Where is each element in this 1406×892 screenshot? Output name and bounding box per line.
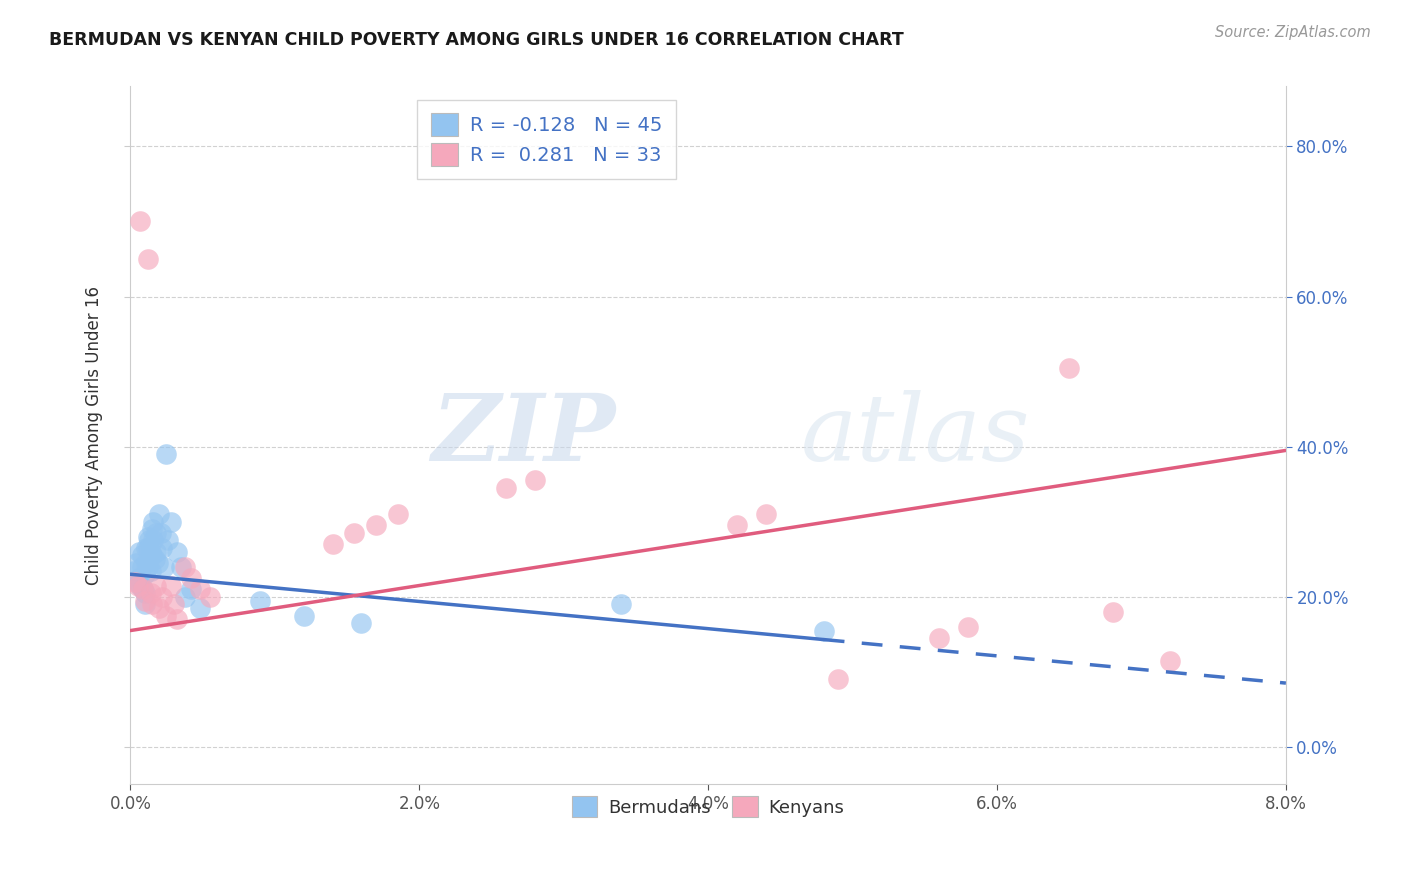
Point <box>155 447 177 461</box>
Point <box>957 620 980 634</box>
Point <box>125 556 148 570</box>
Point <box>135 541 157 555</box>
Point <box>249 593 271 607</box>
Point <box>755 507 778 521</box>
Point <box>129 578 152 592</box>
Point <box>145 578 167 592</box>
Point <box>166 545 188 559</box>
Point <box>292 608 315 623</box>
Point <box>136 559 159 574</box>
Point <box>134 586 156 600</box>
Text: Source: ZipAtlas.com: Source: ZipAtlas.com <box>1215 25 1371 40</box>
Point <box>136 252 159 266</box>
Point <box>141 522 163 536</box>
Point <box>124 574 146 589</box>
Point <box>343 526 366 541</box>
Point <box>322 537 344 551</box>
Point <box>156 533 179 548</box>
Point <box>188 582 211 597</box>
Point <box>166 612 188 626</box>
Point <box>143 552 166 566</box>
Point <box>198 590 221 604</box>
Y-axis label: Child Poverty Among Girls Under 16: Child Poverty Among Girls Under 16 <box>86 286 103 585</box>
Point <box>159 578 181 592</box>
Point <box>141 597 163 611</box>
Point <box>128 571 150 585</box>
Point <box>180 571 202 585</box>
Point <box>138 533 160 548</box>
Point <box>128 545 150 559</box>
Point <box>132 582 155 597</box>
Point <box>134 593 156 607</box>
Point <box>141 549 163 563</box>
Point <box>725 518 748 533</box>
Point <box>523 474 546 488</box>
Point <box>127 578 149 592</box>
Point <box>155 608 177 623</box>
Legend: Bermudans, Kenyans: Bermudans, Kenyans <box>565 789 852 824</box>
Point <box>159 515 181 529</box>
Point <box>127 574 149 589</box>
Point <box>149 526 172 541</box>
Point <box>142 533 165 548</box>
Point <box>1101 605 1123 619</box>
Point <box>139 586 162 600</box>
Text: ZIP: ZIP <box>432 391 616 481</box>
Point <box>134 567 156 582</box>
Point <box>146 556 169 570</box>
Point <box>610 597 633 611</box>
Point <box>387 507 409 521</box>
Point <box>148 601 170 615</box>
Point <box>495 481 517 495</box>
Point <box>136 530 159 544</box>
Point <box>188 601 211 615</box>
Point <box>1159 654 1181 668</box>
Point <box>131 549 153 563</box>
Point <box>150 590 173 604</box>
Point <box>136 541 159 555</box>
Point <box>122 564 145 578</box>
Point <box>174 559 197 574</box>
Point <box>928 631 950 645</box>
Point <box>139 564 162 578</box>
Point <box>350 615 373 630</box>
Text: BERMUDAN VS KENYAN CHILD POVERTY AMONG GIRLS UNDER 16 CORRELATION CHART: BERMUDAN VS KENYAN CHILD POVERTY AMONG G… <box>49 31 904 49</box>
Point <box>132 582 155 597</box>
Point <box>145 526 167 541</box>
Point <box>152 559 174 574</box>
Point <box>150 541 173 555</box>
Point <box>145 545 167 559</box>
Point <box>131 559 153 574</box>
Point <box>139 545 162 559</box>
Point <box>129 214 152 228</box>
Point <box>170 559 193 574</box>
Text: atlas: atlas <box>800 391 1031 481</box>
Point <box>827 673 849 687</box>
Point <box>1057 360 1080 375</box>
Point <box>142 515 165 529</box>
Point <box>163 597 186 611</box>
Point <box>134 597 156 611</box>
Point <box>364 518 387 533</box>
Point <box>813 624 835 638</box>
Point <box>148 507 170 521</box>
Point <box>135 556 157 570</box>
Point <box>180 582 202 597</box>
Point <box>174 590 197 604</box>
